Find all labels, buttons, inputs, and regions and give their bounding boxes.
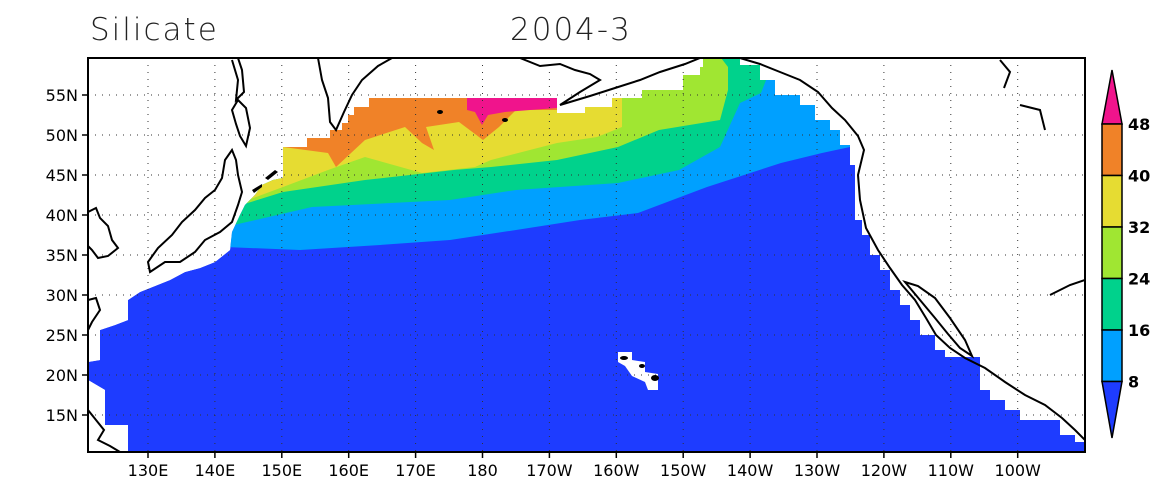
y-tick-label: 45N: [46, 166, 78, 185]
y-axis: 55N 50N 45N 40N 35N 30N 25N 20N 15N: [46, 86, 88, 425]
x-tick-label: 180: [467, 461, 498, 480]
y-tick-label: 50N: [46, 126, 78, 145]
colorbar-legend: 48 40 32 24 16 8: [1101, 69, 1150, 439]
coastlines: [88, 58, 1085, 452]
colorbar-swatch: [1101, 277, 1123, 331]
y-tick-label: 15N: [46, 406, 78, 425]
asia-coast: [88, 206, 121, 452]
x-tick-label: 140E: [195, 461, 236, 480]
x-tick-label: 130E: [128, 461, 169, 480]
x-tick-label: 100W: [995, 461, 1042, 480]
x-tick-label: 110W: [928, 461, 975, 480]
colorbar-label: 24: [1128, 270, 1150, 289]
y-tick-label: 25N: [46, 326, 78, 345]
gridlines: [88, 58, 1085, 452]
x-axis: 130E 140E 150E 160E 170E 180 170W 160W 150W 140W 1…: [128, 452, 1041, 480]
baja-coast: [902, 280, 975, 359]
y-tick-label: 40N: [46, 206, 78, 225]
colorbar-label: 16: [1128, 321, 1150, 340]
aleutian-island: [437, 110, 443, 114]
x-tick-label: 170W: [526, 461, 573, 480]
north-america-coast: [739, 58, 1085, 441]
time-title: 2004-3: [510, 12, 632, 48]
contour-fill: [88, 58, 1085, 452]
x-tick-label: 120W: [861, 461, 908, 480]
y-tick-label: 35N: [46, 246, 78, 265]
hawaii-island: [651, 375, 659, 381]
hawaii-island: [620, 356, 628, 360]
colorbar-swatch: [1101, 174, 1123, 228]
alaska-coast: [519, 58, 701, 106]
x-tick-label: 150E: [261, 461, 302, 480]
variable-title: Silicate: [90, 12, 219, 48]
islands: [252, 110, 659, 381]
x-tick-label: 160W: [593, 461, 640, 480]
y-tick-label: 30N: [46, 286, 78, 305]
hawaii-island: [639, 364, 645, 368]
x-tick-label: 140W: [727, 461, 774, 480]
colorbar-arrow-top: [1101, 69, 1123, 125]
colorbar-label: 8: [1128, 373, 1139, 392]
sakhalin-coast: [231, 58, 246, 103]
y-tick-label: 20N: [46, 366, 78, 385]
y-tick-label: 55N: [46, 86, 78, 105]
japan-coast: [146, 98, 252, 274]
colorbar-swatch: [1101, 123, 1123, 177]
x-tick-label: 170E: [395, 461, 436, 480]
x-tick-label: 160E: [328, 461, 369, 480]
canada-coast: [999, 59, 1085, 296]
colorbar-label: 32: [1128, 218, 1150, 237]
band-above-48: [467, 96, 560, 125]
kuril-islands: [252, 170, 278, 193]
x-tick-label: 130W: [794, 461, 841, 480]
hawaii-land: [618, 352, 658, 390]
colorbar-label: 48: [1128, 115, 1150, 134]
kamchatka-coast: [317, 58, 393, 132]
colorbar-arrow-bottom: [1101, 380, 1123, 439]
colorbar-swatch: [1101, 226, 1123, 280]
colorbar-swatch: [1101, 329, 1123, 383]
x-tick-label: 150W: [660, 461, 707, 480]
colorbar-label: 40: [1128, 167, 1150, 186]
aleutian-island: [502, 118, 508, 122]
